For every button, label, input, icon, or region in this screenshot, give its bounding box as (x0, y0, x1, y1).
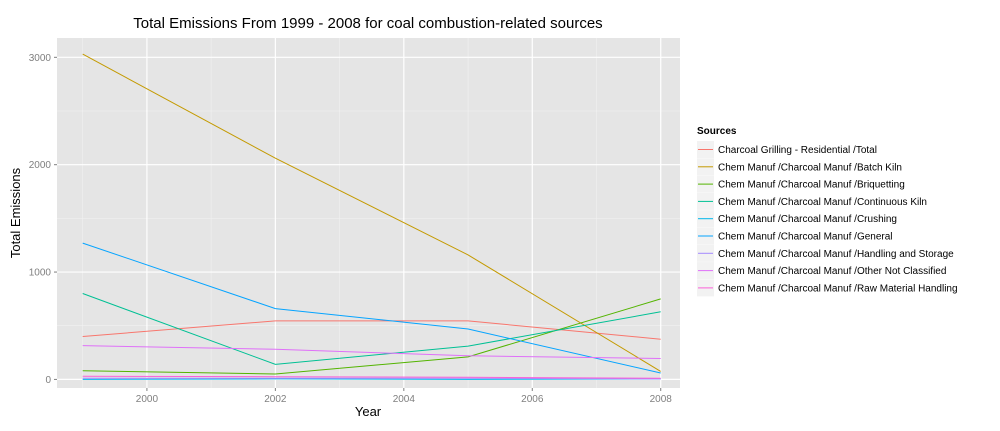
series-line-3 (82, 298, 661, 375)
y-tick-label: 0 (45, 375, 51, 386)
x-tick-label: 2004 (393, 394, 416, 405)
series-line-9 (82, 375, 661, 379)
legend-label: Chem Manuf /Charcoal Manuf /General (718, 232, 893, 243)
legend-label: Chem Manuf /Charcoal Manuf /Handling and… (718, 249, 954, 260)
legend-label: Charcoal Grilling - Residential /Total (718, 145, 877, 156)
legend-label: Chem Manuf /Charcoal Manuf /Other Not Cl… (718, 266, 946, 277)
axis-ticks: 2000 2002 2004 2006 2008 0 1000 2000 3000 (29, 53, 673, 405)
series-line-6 (82, 242, 661, 374)
legend-label: Chem Manuf /Charcoal Manuf /Batch Kiln (718, 162, 902, 173)
series-line-8 (82, 345, 661, 359)
series-line-7 (82, 377, 661, 380)
legend-label: Chem Manuf /Charcoal Manuf /Briquetting (718, 180, 905, 191)
y-tick-label: 1000 (29, 268, 52, 279)
x-tick-label: 2002 (264, 394, 287, 405)
x-axis-label: Year (355, 404, 382, 419)
y-tick-label: 2000 (29, 160, 52, 171)
y-axis-label: Total Emissions (8, 167, 23, 258)
legend-title: Sources (697, 126, 737, 137)
series-lines (82, 53, 661, 380)
x-tick-label: 2006 (521, 394, 544, 405)
chart-title: Total Emissions From 1999 - 2008 for coa… (133, 15, 602, 32)
series-line-5 (82, 378, 661, 380)
x-tick-label: 2000 (136, 394, 159, 405)
legend-label: Chem Manuf /Charcoal Manuf /Crushing (718, 214, 897, 225)
legend-label: Chem Manuf /Charcoal Manuf /Continuous K… (718, 197, 927, 208)
series-line-4 (82, 293, 661, 365)
legend-label: Chem Manuf /Charcoal Manuf /Raw Material… (718, 283, 958, 294)
series-line-2 (82, 53, 661, 372)
x-tick-label: 2008 (650, 394, 673, 405)
y-tick-label: 3000 (29, 53, 52, 64)
legend: Sources Charcoal Grilling - Residential … (697, 126, 958, 297)
